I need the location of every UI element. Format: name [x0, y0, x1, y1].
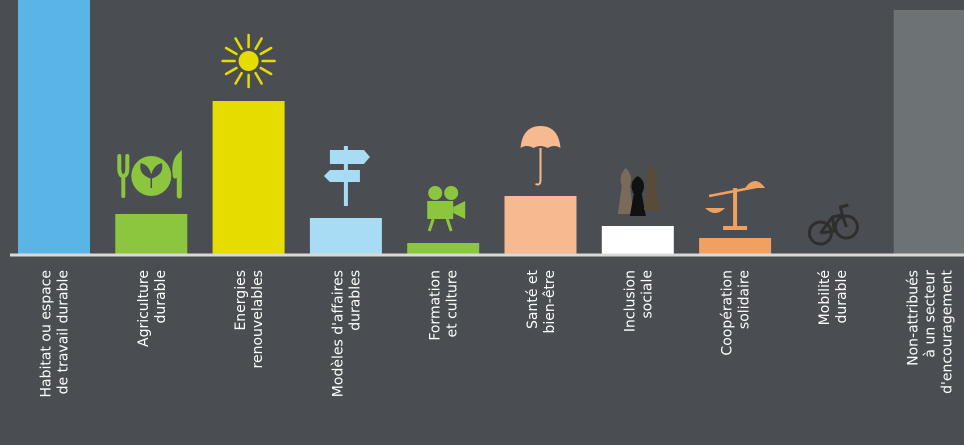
- umbrella-icon: [520, 126, 561, 186]
- pawns-icon: [617, 166, 660, 216]
- category-label-2-line-2: durable: [153, 270, 169, 323]
- movie-camera-icon: [427, 186, 466, 232]
- bar-5: [407, 243, 480, 255]
- bar-6: [504, 196, 577, 255]
- bar-10: [893, 10, 964, 255]
- bicycle-icon: [807, 203, 859, 246]
- bar-3: [212, 101, 285, 255]
- scale-icon: [705, 181, 766, 230]
- category-label-9-line-1: Mobilité: [817, 270, 833, 325]
- category-label-2-line-1: Agriculture: [136, 270, 152, 347]
- category-label-4-line-1: Modèles d'affaires: [330, 270, 346, 397]
- category-label-3-line-1: Energies: [233, 270, 249, 331]
- category-labels-layer: Habitat ou espace de travail durable Agric…: [39, 269, 956, 397]
- bar-4: [309, 218, 382, 255]
- category-label-10-line-3: d'encouragement: [940, 269, 956, 393]
- category-label-10-line-1: Non-attribués: [906, 270, 922, 366]
- sun-icon: [221, 33, 276, 89]
- category-label-6-line-2: bien-être: [542, 270, 558, 333]
- plate-leaf-icon: [117, 149, 182, 199]
- bar-8: [699, 238, 772, 255]
- signpost-icon: [323, 146, 370, 206]
- bar-1: [18, 0, 90, 255]
- bar-7: [601, 226, 674, 255]
- category-label-1-line-2: de travail durable: [56, 270, 72, 394]
- category-label-7-line-1: Inclusion: [622, 270, 638, 332]
- category-label-10-line-2: à un secteur: [923, 270, 939, 358]
- icons-layer: [117, 33, 859, 246]
- category-label-9-line-2: durable: [834, 270, 850, 323]
- category-label-7-line-2: sociale: [639, 270, 655, 319]
- category-label-8-line-1: Coopération: [720, 270, 736, 356]
- bars-layer: [18, 0, 964, 255]
- category-label-3-line-2: renouvelables: [250, 270, 266, 368]
- category-label-8-line-2: solidaire: [737, 270, 753, 329]
- category-label-5-line-1: Formation: [428, 270, 444, 341]
- bar-2: [115, 214, 188, 255]
- category-label-1-line-1: Habitat ou espace: [39, 270, 55, 397]
- category-label-4-line-2: durables: [347, 270, 363, 331]
- category-label-5-line-2: et culture: [445, 270, 461, 337]
- category-label-6-line-1: Santé et: [525, 269, 541, 329]
